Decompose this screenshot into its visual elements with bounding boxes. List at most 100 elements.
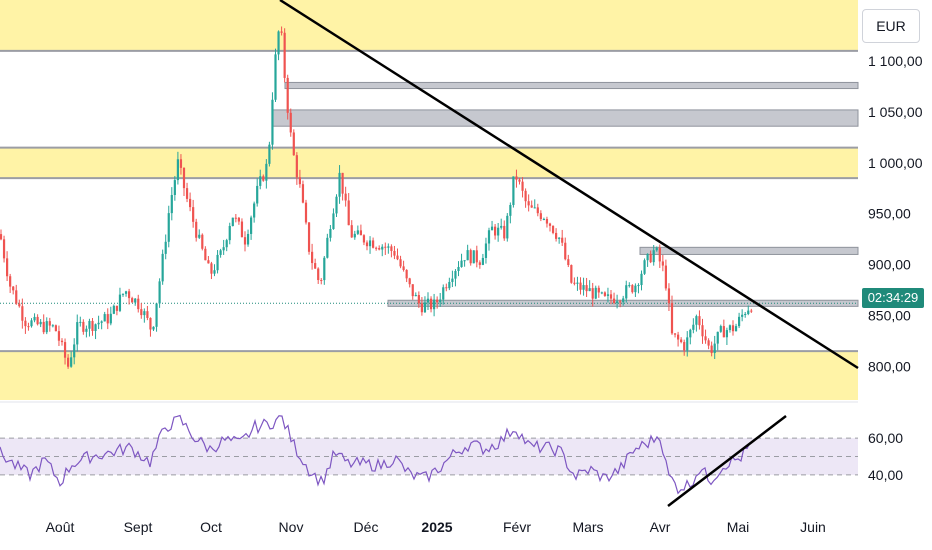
candle-body xyxy=(625,285,628,299)
candle-body xyxy=(521,181,524,191)
candle-body xyxy=(747,310,750,315)
candle-body xyxy=(707,340,710,346)
gray-zone xyxy=(284,81,859,90)
candle-body xyxy=(24,320,27,327)
candle-body xyxy=(76,322,79,345)
time-tick-label: Févr xyxy=(503,519,531,535)
candle-body xyxy=(475,250,478,263)
candle-body xyxy=(298,177,301,185)
candle-body xyxy=(182,167,186,189)
candle-body xyxy=(323,257,326,281)
candle-body xyxy=(649,253,652,263)
candle-body xyxy=(646,253,649,261)
candle-body xyxy=(469,250,472,264)
candle-body xyxy=(307,222,311,252)
candle-body xyxy=(82,321,85,332)
supply-demand-zone xyxy=(0,147,858,179)
candle-body xyxy=(551,225,555,233)
candle-body xyxy=(402,266,405,270)
candle-body xyxy=(567,259,570,266)
candle-body xyxy=(405,269,408,279)
candle-body xyxy=(667,288,671,304)
candle-body xyxy=(414,295,417,297)
candle-body xyxy=(304,202,308,223)
currency-selector[interactable]: EUR xyxy=(862,9,920,43)
candle-body xyxy=(378,248,381,250)
supply-demand-zone xyxy=(0,351,858,400)
candle-body xyxy=(311,251,314,264)
candle-body xyxy=(460,260,463,267)
candle-body xyxy=(128,291,131,299)
candle-body xyxy=(189,198,192,208)
candle-body xyxy=(2,239,6,259)
candle-body xyxy=(597,287,600,293)
candle-body xyxy=(533,207,536,209)
candle-body xyxy=(564,242,567,260)
price-tick-label: 900,00 xyxy=(868,257,911,273)
candle-body xyxy=(100,321,103,323)
candle-body xyxy=(445,287,448,289)
supply-demand-zone xyxy=(0,0,858,51)
candle-body xyxy=(262,176,265,181)
candle-body xyxy=(384,246,387,248)
candle-body xyxy=(524,190,527,202)
candle-body xyxy=(439,299,442,303)
candle-body xyxy=(320,280,323,282)
candle-body xyxy=(466,250,469,261)
time-tick-label: Mai xyxy=(727,519,750,535)
candle-body xyxy=(204,248,207,261)
candle-body xyxy=(60,340,64,343)
candle-body xyxy=(0,234,3,240)
candle-body xyxy=(490,226,494,231)
candle-body xyxy=(734,326,738,332)
candle-body xyxy=(115,305,118,311)
candle-body xyxy=(548,223,552,226)
candle-body xyxy=(146,311,149,318)
candle-body xyxy=(57,331,61,341)
candle-body xyxy=(237,217,240,222)
candle-body xyxy=(704,336,707,341)
candle-body xyxy=(637,285,640,287)
candle-body xyxy=(240,221,244,238)
candle-body xyxy=(585,285,588,292)
candle-body xyxy=(484,243,488,258)
candle-body xyxy=(140,309,143,316)
candle-body xyxy=(271,99,274,145)
candle-body xyxy=(124,291,128,294)
candle-body xyxy=(561,237,564,243)
candle-body xyxy=(506,215,509,239)
candle-body xyxy=(573,282,576,284)
candle-body xyxy=(143,311,146,316)
candle-body xyxy=(222,247,225,251)
time-tick-label: Sept xyxy=(124,519,153,535)
candle-body xyxy=(527,201,530,206)
candle-body xyxy=(689,329,692,338)
gray-zone xyxy=(639,246,859,255)
candle-body xyxy=(396,255,399,260)
candle-body xyxy=(481,257,484,265)
candle-body xyxy=(268,144,271,164)
price-tick-label: 850,00 xyxy=(868,308,911,324)
countdown-badge: 02:34:29 xyxy=(862,288,924,308)
candle-body xyxy=(164,241,167,254)
candle-body xyxy=(332,213,335,230)
candle-body xyxy=(259,176,262,186)
time-tick-label: Nov xyxy=(279,519,304,535)
candle-body xyxy=(137,298,140,310)
candle-body xyxy=(149,317,152,330)
candle-body xyxy=(576,282,579,284)
candle-body xyxy=(365,242,369,247)
candle-body xyxy=(274,54,277,100)
candle-body xyxy=(118,294,122,311)
price-tick-label: 950,00 xyxy=(868,206,911,222)
candle-body xyxy=(54,325,57,332)
candle-body xyxy=(606,294,610,296)
candle-body xyxy=(600,292,603,294)
candle-body xyxy=(719,326,722,332)
candle-body xyxy=(680,339,683,343)
candle-body xyxy=(515,176,518,180)
candle-body xyxy=(67,357,70,367)
candle-body xyxy=(79,321,82,323)
candle-body xyxy=(744,314,747,316)
candle-body xyxy=(30,320,33,327)
